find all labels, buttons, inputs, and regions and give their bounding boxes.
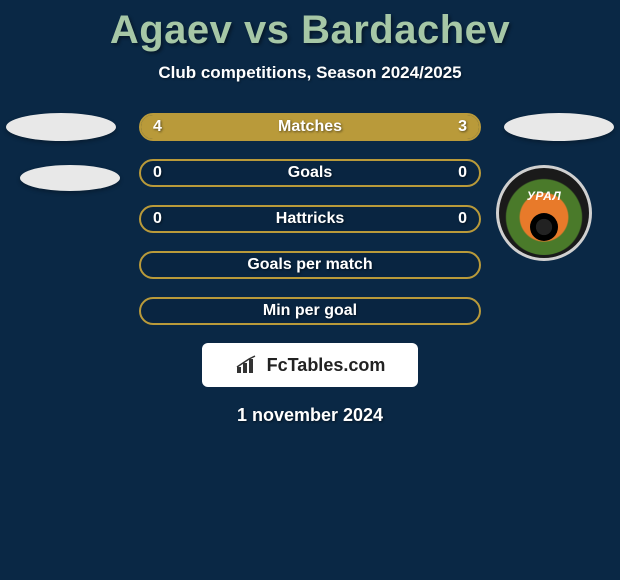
bar-chart-icon	[235, 355, 261, 375]
ural-badge-icon	[502, 171, 586, 255]
stat-label: Goals per match	[247, 256, 372, 274]
stat-value-right: 3	[458, 118, 467, 136]
stat-value-left: 4	[153, 118, 162, 136]
stat-label: Hattricks	[276, 210, 344, 228]
snapshot-date: 1 november 2024	[0, 405, 620, 426]
page-subtitle: Club competitions, Season 2024/2025	[0, 63, 620, 83]
stat-value-right: 0	[458, 164, 467, 182]
stat-row: 0 Hattricks 0	[139, 205, 481, 233]
player-left-club-placeholder	[20, 165, 120, 191]
stat-value-left: 0	[153, 164, 162, 182]
player-right-photo-placeholder	[504, 113, 614, 141]
stat-row: Goals per match	[139, 251, 481, 279]
stat-row: 0 Goals 0	[139, 159, 481, 187]
stat-rows: 4 Matches 3 0 Goals 0 0 Hattricks 0 Goals per mat…	[139, 113, 481, 325]
footer-brand-text: FcTables.com	[267, 355, 386, 376]
comparison-panel: 4 Matches 3 0 Goals 0 0 Hattricks 0 Goals per mat…	[0, 113, 620, 426]
stat-label: Goals	[288, 164, 332, 182]
stat-label: Min per goal	[263, 302, 357, 320]
player-left-photo-placeholder	[6, 113, 116, 141]
footer-brand-box: FcTables.com	[202, 343, 418, 387]
stat-value-left: 0	[153, 210, 162, 228]
page-title: Agaev vs Bardachev	[0, 0, 620, 53]
stat-row: 4 Matches 3	[139, 113, 481, 141]
stat-label: Matches	[278, 118, 342, 136]
player-right-club-badge	[496, 165, 592, 261]
stat-value-right: 0	[458, 210, 467, 228]
stat-row: Min per goal	[139, 297, 481, 325]
